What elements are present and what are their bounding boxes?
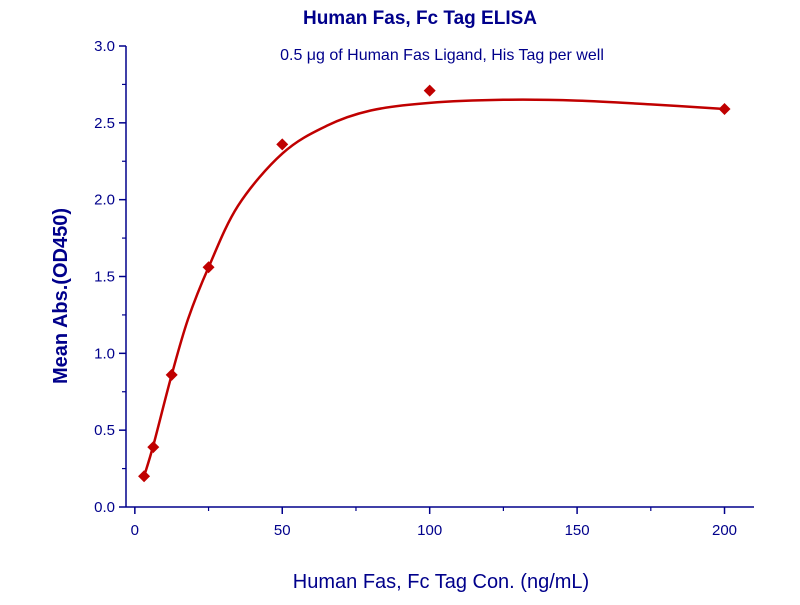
y-tick-label: 0.5 xyxy=(94,422,115,439)
data-point xyxy=(423,84,436,97)
fit-curve xyxy=(142,98,725,477)
y-axis-title: Mean Abs.(OD450) xyxy=(50,208,72,384)
chart-title: Human Fas, Fc Tag ELISA xyxy=(303,8,537,29)
x-tick-label: 100 xyxy=(417,522,442,539)
data-point xyxy=(276,138,289,151)
y-tick-label: 1.5 xyxy=(94,269,115,286)
x-tick-label: 50 xyxy=(274,522,291,539)
y-tick-label: 2.5 xyxy=(94,115,115,132)
y-tick-label: 3.0 xyxy=(94,38,115,55)
data-point xyxy=(147,441,160,454)
chart-subtitle: 0.5 μg of Human Fas Ligand, His Tag per … xyxy=(280,47,604,64)
x-axis-title: Human Fas, Fc Tag Con. (ng/mL) xyxy=(293,571,589,593)
axes: 0 50 100 150 200 0.0 0.5 1.0 1.5 2.0 2.5 3.0 xyxy=(94,38,754,539)
y-tick-label: 2.0 xyxy=(94,192,115,209)
y-tick-label: 0.0 xyxy=(94,499,115,516)
data-point xyxy=(138,470,151,483)
x-tick-label: 0 xyxy=(131,522,139,539)
data-point xyxy=(202,261,215,274)
data-point xyxy=(165,368,178,381)
x-tick-label: 200 xyxy=(712,522,737,539)
data-point xyxy=(718,103,731,116)
chart-marks xyxy=(138,84,731,483)
y-tick-label: 1.0 xyxy=(94,345,115,362)
x-tick-label: 150 xyxy=(565,522,590,539)
